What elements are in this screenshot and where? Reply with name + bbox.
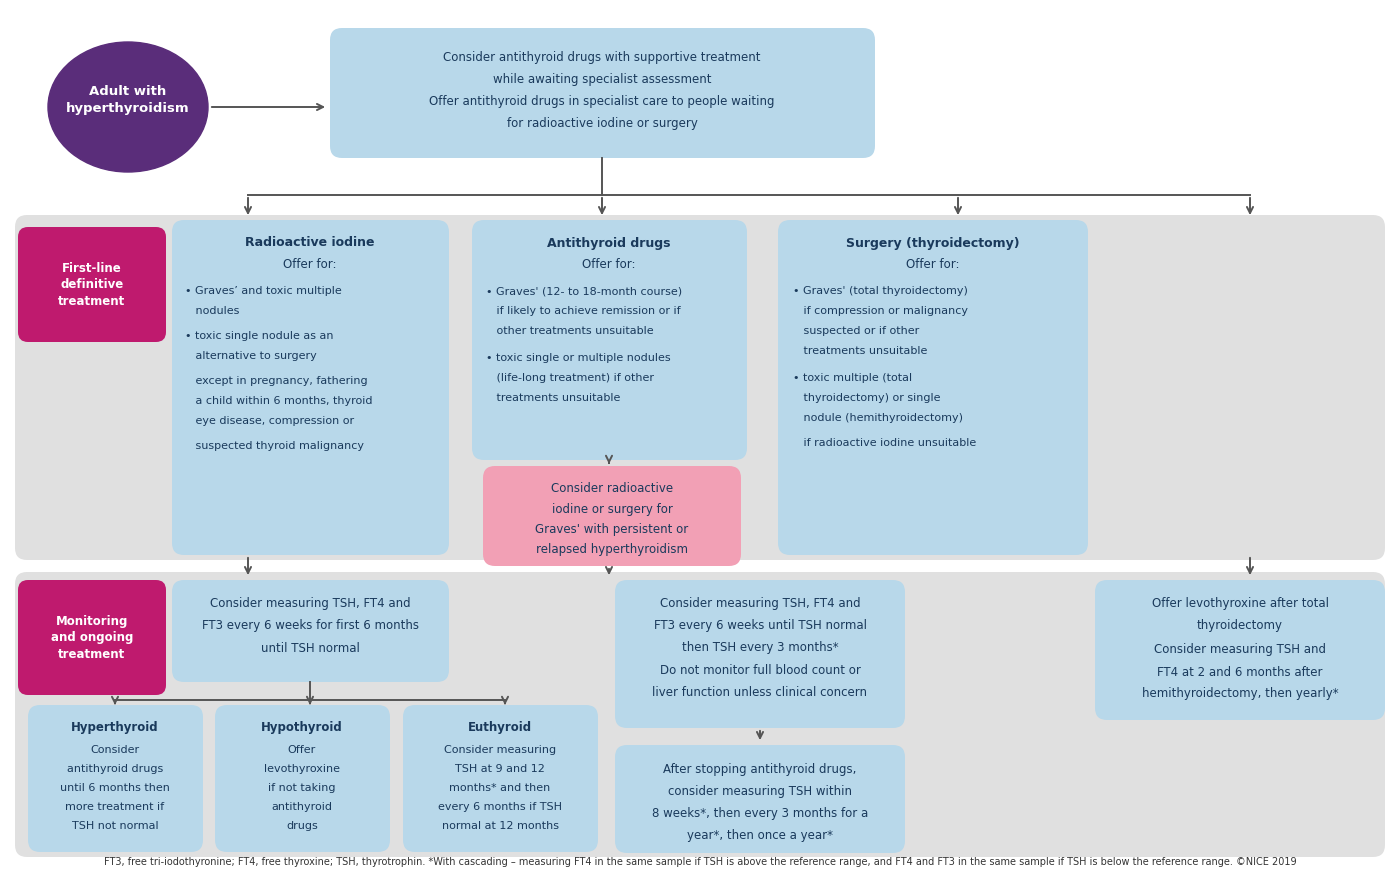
Text: alternative to surgery: alternative to surgery	[185, 351, 316, 361]
Text: First-line
definitive
treatment: First-line definitive treatment	[59, 262, 126, 308]
Text: Consider radioactive: Consider radioactive	[552, 482, 673, 496]
Text: normal at 12 months: normal at 12 months	[441, 821, 559, 831]
Text: treatments unsuitable: treatments unsuitable	[486, 393, 620, 403]
FancyBboxPatch shape	[472, 220, 748, 460]
Text: iodine or surgery for: iodine or surgery for	[552, 503, 672, 516]
FancyBboxPatch shape	[778, 220, 1088, 555]
Text: Offer for:: Offer for:	[906, 259, 960, 272]
Text: months* and then: months* and then	[449, 783, 550, 793]
Text: • Graves’ and toxic multiple: • Graves’ and toxic multiple	[185, 286, 342, 296]
Text: • toxic single or multiple nodules: • toxic single or multiple nodules	[486, 353, 671, 363]
Text: levothyroxine: levothyroxine	[265, 764, 340, 774]
Text: Radioactive iodine: Radioactive iodine	[245, 237, 375, 249]
Text: antithyroid: antithyroid	[272, 802, 333, 812]
Text: Monitoring
and ongoing
treatment: Monitoring and ongoing treatment	[50, 615, 133, 661]
Text: antithyroid drugs: antithyroid drugs	[67, 764, 164, 774]
Text: nodule (hemithyroidectomy): nodule (hemithyroidectomy)	[792, 413, 963, 423]
Text: Consider measuring TSH and: Consider measuring TSH and	[1154, 644, 1326, 657]
FancyBboxPatch shape	[172, 580, 449, 682]
Text: if likely to achieve remission or if: if likely to achieve remission or if	[486, 306, 680, 316]
Text: TSH at 9 and 12: TSH at 9 and 12	[455, 764, 545, 774]
Text: • Graves' (12- to 18-month course): • Graves' (12- to 18-month course)	[486, 286, 682, 296]
Text: for radioactive iodine or surgery: for radioactive iodine or surgery	[507, 117, 697, 130]
Text: Consider measuring: Consider measuring	[444, 745, 556, 755]
Text: suspected or if other: suspected or if other	[792, 326, 920, 336]
Text: Consider measuring TSH, FT4 and: Consider measuring TSH, FT4 and	[210, 597, 410, 610]
Text: Hypothyroid: Hypothyroid	[262, 722, 343, 735]
Text: drugs: drugs	[286, 821, 318, 831]
Text: consider measuring TSH within: consider measuring TSH within	[668, 786, 853, 798]
FancyBboxPatch shape	[28, 705, 203, 852]
Text: FT3, free tri-iodothyronine; FT4, free thyroxine; TSH, thyrotrophin. *With casca: FT3, free tri-iodothyronine; FT4, free t…	[104, 857, 1296, 867]
Text: Adult with
hyperthyroidism: Adult with hyperthyroidism	[66, 85, 190, 115]
Text: After stopping antithyroid drugs,: After stopping antithyroid drugs,	[664, 764, 857, 776]
Text: if radioactive iodine unsuitable: if radioactive iodine unsuitable	[792, 438, 976, 448]
Text: Graves' with persistent or: Graves' with persistent or	[535, 523, 689, 536]
FancyBboxPatch shape	[18, 580, 167, 695]
Text: Offer for:: Offer for:	[582, 259, 636, 272]
FancyBboxPatch shape	[615, 580, 904, 728]
Text: then TSH every 3 months*: then TSH every 3 months*	[682, 641, 839, 654]
Text: until TSH normal: until TSH normal	[260, 641, 360, 654]
Ellipse shape	[48, 42, 209, 172]
Text: every 6 months if TSH: every 6 months if TSH	[438, 802, 561, 812]
Text: Surgery (thyroidectomy): Surgery (thyroidectomy)	[846, 237, 1019, 249]
FancyBboxPatch shape	[18, 227, 167, 342]
Text: Hyperthyroid: Hyperthyroid	[71, 722, 158, 735]
Text: Consider measuring TSH, FT4 and: Consider measuring TSH, FT4 and	[659, 597, 861, 610]
FancyBboxPatch shape	[15, 215, 1385, 560]
Text: Euthyroid: Euthyroid	[468, 722, 532, 735]
Text: • Graves' (total thyroidectomy): • Graves' (total thyroidectomy)	[792, 286, 967, 296]
Text: Consider antithyroid drugs with supportive treatment: Consider antithyroid drugs with supporti…	[444, 51, 760, 63]
Text: Offer for:: Offer for:	[283, 259, 337, 272]
Text: Consider: Consider	[91, 745, 140, 755]
Text: a child within 6 months, thyroid: a child within 6 months, thyroid	[185, 396, 372, 406]
Text: FT3 every 6 weeks for first 6 months: FT3 every 6 weeks for first 6 months	[202, 619, 419, 632]
FancyBboxPatch shape	[1095, 580, 1385, 720]
Text: eye disease, compression or: eye disease, compression or	[185, 416, 354, 426]
Text: thyroidectomy) or single: thyroidectomy) or single	[792, 393, 941, 403]
Text: thyroidectomy: thyroidectomy	[1197, 619, 1282, 632]
Text: relapsed hyperthyroidism: relapsed hyperthyroidism	[536, 543, 687, 555]
Text: treatments unsuitable: treatments unsuitable	[792, 346, 927, 356]
Text: • toxic single nodule as an: • toxic single nodule as an	[185, 331, 333, 341]
Text: FT4 at 2 and 6 months after: FT4 at 2 and 6 months after	[1158, 666, 1323, 679]
Text: until 6 months then: until 6 months then	[60, 783, 169, 793]
Text: hemithyroidectomy, then yearly*: hemithyroidectomy, then yearly*	[1141, 688, 1338, 701]
Text: Do not monitor full blood count or: Do not monitor full blood count or	[659, 664, 861, 676]
Text: if not taking: if not taking	[269, 783, 336, 793]
Text: except in pregnancy, fathering: except in pregnancy, fathering	[185, 376, 368, 386]
FancyBboxPatch shape	[615, 745, 904, 853]
Text: other treatments unsuitable: other treatments unsuitable	[486, 326, 654, 336]
Text: Offer antithyroid drugs in specialist care to people waiting: Offer antithyroid drugs in specialist ca…	[430, 95, 774, 108]
FancyBboxPatch shape	[216, 705, 391, 852]
Text: nodules: nodules	[185, 306, 239, 316]
Text: suspected thyroid malignancy: suspected thyroid malignancy	[185, 441, 364, 451]
Text: more treatment if: more treatment if	[66, 802, 165, 812]
Text: Offer levothyroxine after total: Offer levothyroxine after total	[1151, 597, 1329, 610]
Text: TSH not normal: TSH not normal	[71, 821, 158, 831]
Text: Antithyroid drugs: Antithyroid drugs	[547, 237, 671, 249]
FancyBboxPatch shape	[172, 220, 449, 555]
FancyBboxPatch shape	[330, 28, 875, 158]
Text: liver function unless clinical concern: liver function unless clinical concern	[652, 686, 868, 698]
Text: while awaiting specialist assessment: while awaiting specialist assessment	[493, 73, 711, 85]
FancyBboxPatch shape	[403, 705, 598, 852]
Text: if compression or malignancy: if compression or malignancy	[792, 306, 967, 316]
FancyBboxPatch shape	[483, 466, 741, 566]
Text: Offer: Offer	[288, 745, 316, 755]
Text: 8 weeks*, then every 3 months for a: 8 weeks*, then every 3 months for a	[652, 808, 868, 821]
Text: (life-long treatment) if other: (life-long treatment) if other	[486, 373, 654, 383]
Text: FT3 every 6 weeks until TSH normal: FT3 every 6 weeks until TSH normal	[654, 619, 867, 632]
FancyBboxPatch shape	[15, 572, 1385, 857]
Text: year*, then once a year*: year*, then once a year*	[687, 830, 833, 843]
Text: • toxic multiple (total: • toxic multiple (total	[792, 373, 913, 383]
